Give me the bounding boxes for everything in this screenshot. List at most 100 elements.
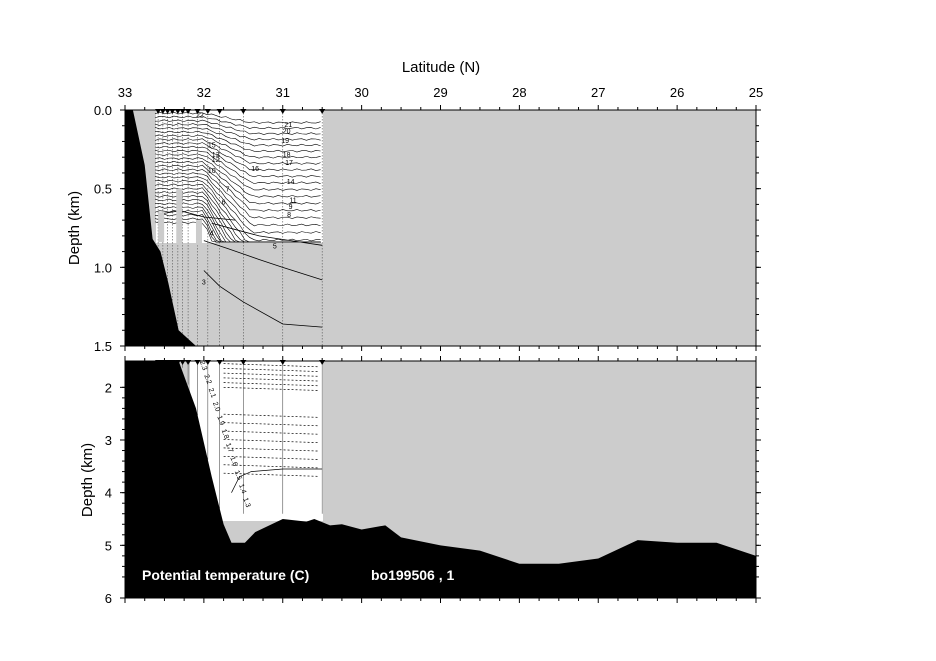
contour-label: 17 xyxy=(285,160,293,167)
contour-label: 18 xyxy=(283,152,291,159)
gray-patch xyxy=(176,188,183,246)
lower-contour-lines xyxy=(182,361,323,514)
isotherm xyxy=(160,210,236,221)
contour-label: 21 xyxy=(284,122,292,129)
isotherm xyxy=(154,172,321,227)
lower-bathymetry xyxy=(125,361,756,598)
footer-title: Potential temperature (C) xyxy=(142,567,309,583)
x-tick-label: 30 xyxy=(354,85,368,100)
seafloor xyxy=(125,361,756,598)
y-tick-label: 5 xyxy=(105,538,112,553)
y-tick-label: 6 xyxy=(105,591,112,606)
station-marker xyxy=(216,360,223,365)
isotherm xyxy=(154,134,321,159)
station-marker xyxy=(174,360,181,365)
upper-panel-frame xyxy=(124,109,757,347)
station-marker xyxy=(179,109,186,114)
station-marker xyxy=(185,360,192,365)
isotherm xyxy=(154,130,321,153)
y-tick-label: 0.5 xyxy=(94,182,112,197)
station-marker xyxy=(164,360,171,365)
contour-label: 5 xyxy=(273,243,277,250)
isotherm xyxy=(231,468,323,493)
isotherm xyxy=(154,153,321,191)
x-tick-label: 27 xyxy=(591,85,605,100)
isotherm xyxy=(154,142,321,172)
station-marker xyxy=(319,360,326,365)
isotherm xyxy=(154,157,321,198)
contour-label: 1.8 xyxy=(220,428,230,440)
contour-label: 3 xyxy=(202,279,206,286)
contour-label: 20 xyxy=(283,128,291,135)
x-tick-label: 25 xyxy=(749,85,763,100)
station-marker xyxy=(194,360,201,365)
x-tick-label: 29 xyxy=(433,85,447,100)
x-tick-label: 26 xyxy=(670,85,684,100)
upper-y-axis-title: Depth (km) xyxy=(66,191,83,265)
station-marker xyxy=(279,109,286,114)
isotherm xyxy=(154,164,321,212)
station-marker xyxy=(164,109,171,114)
isotherm xyxy=(154,145,321,178)
contour-label: 9 xyxy=(289,204,293,211)
x-tick-labels: 33 32 31 30 29 28 27 26 25 xyxy=(118,85,763,603)
contour-label: 1.5 xyxy=(233,470,243,482)
station-marker xyxy=(204,360,211,365)
contour-label: 1.6 xyxy=(228,456,238,468)
isotherm xyxy=(154,127,321,147)
x-tick-label: 28 xyxy=(512,85,526,100)
contour-label: 16 xyxy=(251,166,259,173)
contour-label: 13 xyxy=(212,152,220,159)
contour-label: 1.4 xyxy=(237,483,247,495)
lower-panel: 2.3 2.22.1 2.0 1.91.8 1.7 1.6 1.51.4 1.3 xyxy=(124,360,757,599)
contour-label: 12 xyxy=(212,157,220,164)
y-tick-label: 1.5 xyxy=(94,339,112,354)
contour-label: 1.7 xyxy=(224,442,234,454)
x-tick-label: 33 xyxy=(118,85,132,100)
isotherm xyxy=(154,138,321,165)
x-axis-title: Latitude (N) xyxy=(402,59,480,76)
contour-label: 19 xyxy=(281,138,289,145)
contour-label: 11 xyxy=(289,198,296,205)
gray-patch xyxy=(195,220,202,246)
contour-label: 2.1 xyxy=(207,387,217,399)
isotherm xyxy=(203,270,323,328)
contour-label: 2.2 xyxy=(202,374,212,386)
isotherm xyxy=(154,115,321,130)
y-tick-label: 1.0 xyxy=(94,260,112,275)
isotherm xyxy=(154,221,321,243)
isotherm xyxy=(154,123,321,141)
isotherm xyxy=(154,176,321,234)
contour-label: 2.0 xyxy=(211,401,221,413)
station-marker xyxy=(155,109,162,114)
contour-label: 6 xyxy=(222,199,226,206)
y-tick-label: 0.0 xyxy=(94,103,112,118)
isotherm xyxy=(154,160,321,205)
lower-panel-frame xyxy=(124,360,757,599)
x-tick-label: 31 xyxy=(276,85,290,100)
contour-label: 8 xyxy=(287,212,291,219)
isotherm xyxy=(211,222,323,246)
y-tick-labels: 0.0 0.5 1.0 1.5 2 3 4 5 6 xyxy=(94,103,761,606)
station-marker xyxy=(319,109,326,114)
station-marker xyxy=(159,360,166,365)
station-marker xyxy=(194,109,201,114)
station-marker xyxy=(204,109,211,114)
station-marker xyxy=(155,360,162,365)
contour-label: 1.9 xyxy=(215,415,225,427)
isotherm xyxy=(154,149,321,185)
x-tick-label: 32 xyxy=(197,85,211,100)
contour-label: 1.3 xyxy=(241,497,251,509)
contour-label: 10 xyxy=(208,168,216,175)
station-marker xyxy=(159,109,166,114)
contour-label: 7 xyxy=(226,187,230,194)
lower-contour-labels: 2.3 2.22.1 2.0 1.91.8 1.7 1.6 1.51.4 1.3 xyxy=(198,360,251,509)
station-marker xyxy=(216,109,223,114)
station-marker xyxy=(174,109,181,114)
station-markers xyxy=(155,109,326,365)
y-tick-label: 2 xyxy=(105,380,112,395)
contour-label: 15 xyxy=(208,143,216,150)
station-marker xyxy=(240,360,247,365)
